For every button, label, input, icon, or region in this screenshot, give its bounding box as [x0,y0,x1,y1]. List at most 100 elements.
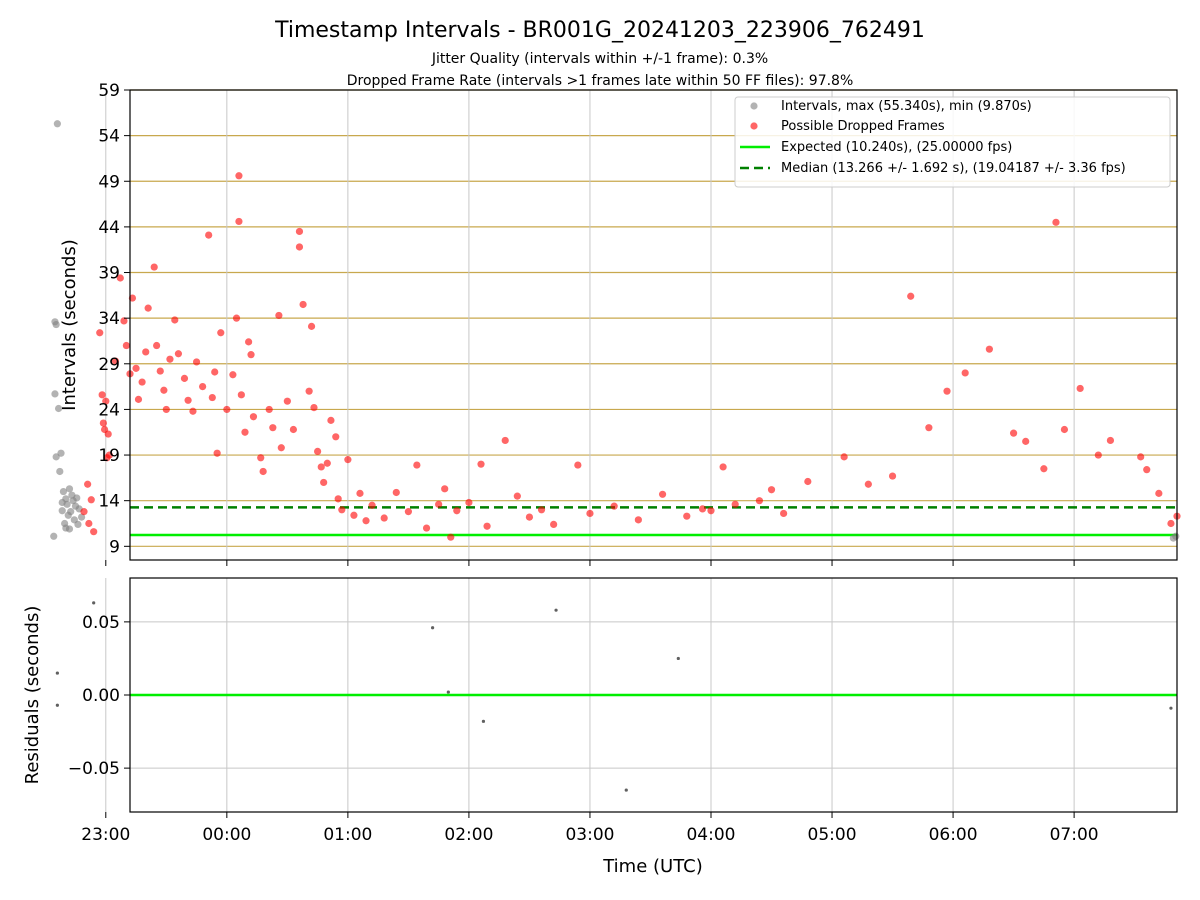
dropped-frame-point [925,424,933,432]
interval-point [74,520,82,529]
dropped-frame-point [247,351,255,359]
dropped-frame-point [134,395,143,403]
dropped-frame-point [332,433,340,441]
residuals-ytick-label: 0.00 [82,686,120,706]
dropped-frame-point [413,461,421,469]
dropped-frame-point [295,227,304,236]
dropped-frame-point [435,500,443,508]
dropped-frame-point [249,413,258,421]
dropped-frame-point [199,383,207,391]
dropped-frame-point [1106,436,1115,445]
dropped-frame-point [99,419,107,427]
dropped-frame-point [537,506,546,514]
dropped-frame-point [180,374,189,382]
intervals-ytick-label: 9 [109,537,120,557]
dropped-frame-point [184,396,192,404]
dropped-frame-point [160,386,168,394]
dropped-frame-point [269,424,277,432]
dropped-frame-point [362,517,370,525]
interval-point [51,390,59,398]
dropped-frame-point [237,391,245,399]
dropped-frame-point [327,416,335,424]
dropped-frame-point [80,508,88,516]
dropped-frame-point [265,405,273,414]
dropped-frame-point [259,467,267,476]
dropped-frame-point [217,329,225,337]
intervals-ytick-label: 44 [98,218,120,238]
dropped-frame-point [356,489,364,497]
dropped-frame-point [235,172,243,180]
dropped-frame-point [707,507,715,515]
dropped-frame-point [103,454,111,462]
dropped-frame-point [755,497,764,505]
legend-dropped-marker [750,122,758,130]
dropped-frame-point [1009,429,1018,437]
dropped-frame-point [422,524,431,532]
residual-point [431,626,435,630]
intervals-panel: 9 14 19 24 29 34 39 44 49 54 59 Intervals (seconds… [50,81,1181,566]
dropped-frame-point [232,314,241,322]
dropped-frame-point [1143,466,1151,474]
dropped-frame-point [368,501,376,509]
dropped-frame-point [153,341,161,350]
interval-point [77,513,86,521]
dropped-frame-point [85,519,93,528]
x-tick-label: 07:00 [1050,825,1099,845]
legend-box [734,96,1171,188]
chart-title: Timestamp Intervals - BR001G_20241203_22… [274,18,925,43]
dropped-frame-point [840,453,848,461]
residual-point [1169,706,1173,710]
dropped-frame-point [513,492,521,500]
dropped-frame-point [1060,425,1069,434]
intervals-ticks: 9 14 19 24 29 34 39 44 49 54 59 [98,81,1075,566]
intervals-ytick-label: 24 [98,400,120,420]
residual-point [624,788,628,792]
dropped-frame-point [767,486,776,494]
dropped-frame-point [1076,384,1084,393]
legend-intervals-marker [750,102,758,110]
dropped-frame-point [350,511,358,519]
dropped-frame-point [122,341,130,350]
x-tick-label: 04:00 [686,825,735,845]
dropped-frame-point [156,367,164,375]
dropped-frame-point [453,507,461,515]
residuals-ytick-label: −0.05 [68,759,120,779]
dropped-frame-point [84,480,92,488]
interval-point [56,467,64,476]
dropped-frame-point [731,500,739,508]
interval-point [67,508,75,516]
dropped-frame-point [1137,453,1145,461]
dropped-frame-point [205,231,213,239]
dropped-frame-point [96,329,104,337]
dropped-frame-point [116,274,124,282]
dropped-frame-point [550,520,558,529]
dropped-frame-point [465,498,473,507]
dropped-frame-point [683,512,691,520]
residual-point [554,608,558,612]
intervals-ytick-label: 29 [98,355,120,375]
intervals-ylabel: Intervals (seconds) [59,239,80,411]
dropped-frame-point [223,405,231,414]
dropped-frame-point [1022,437,1030,445]
dropped-frame-point [295,243,304,251]
dropped-frame-point [275,311,283,320]
dropped-frame-point [132,364,140,372]
x-tick-label: 05:00 [808,825,857,845]
residuals-ticks: −0.05 0.00 0.05 23:00 00:00 01:00 02:00 03:00 04… [68,613,1099,845]
legend-median-label: Median (13.266 +/- 1.692 s), (19.04187 +… [781,161,1126,176]
dropped-frame-point [100,425,109,434]
dropped-frame-point [1094,451,1102,459]
interval-point [57,449,65,457]
intervals-points [50,120,1181,542]
x-tick-label: 03:00 [565,825,614,845]
dropped-frame-point [447,533,455,541]
dropped-frame-point [477,460,485,468]
legend: Intervals, max (55.340s), min (9.870s) Po… [734,96,1171,188]
dropped-frame-point [314,447,322,455]
x-axis-label: Time (UTC) [602,856,703,877]
dropped-frame-point [320,478,328,487]
intervals-ytick-label: 39 [98,264,120,284]
intervals-ytick-label: 19 [98,446,120,466]
residual-point [676,656,680,661]
